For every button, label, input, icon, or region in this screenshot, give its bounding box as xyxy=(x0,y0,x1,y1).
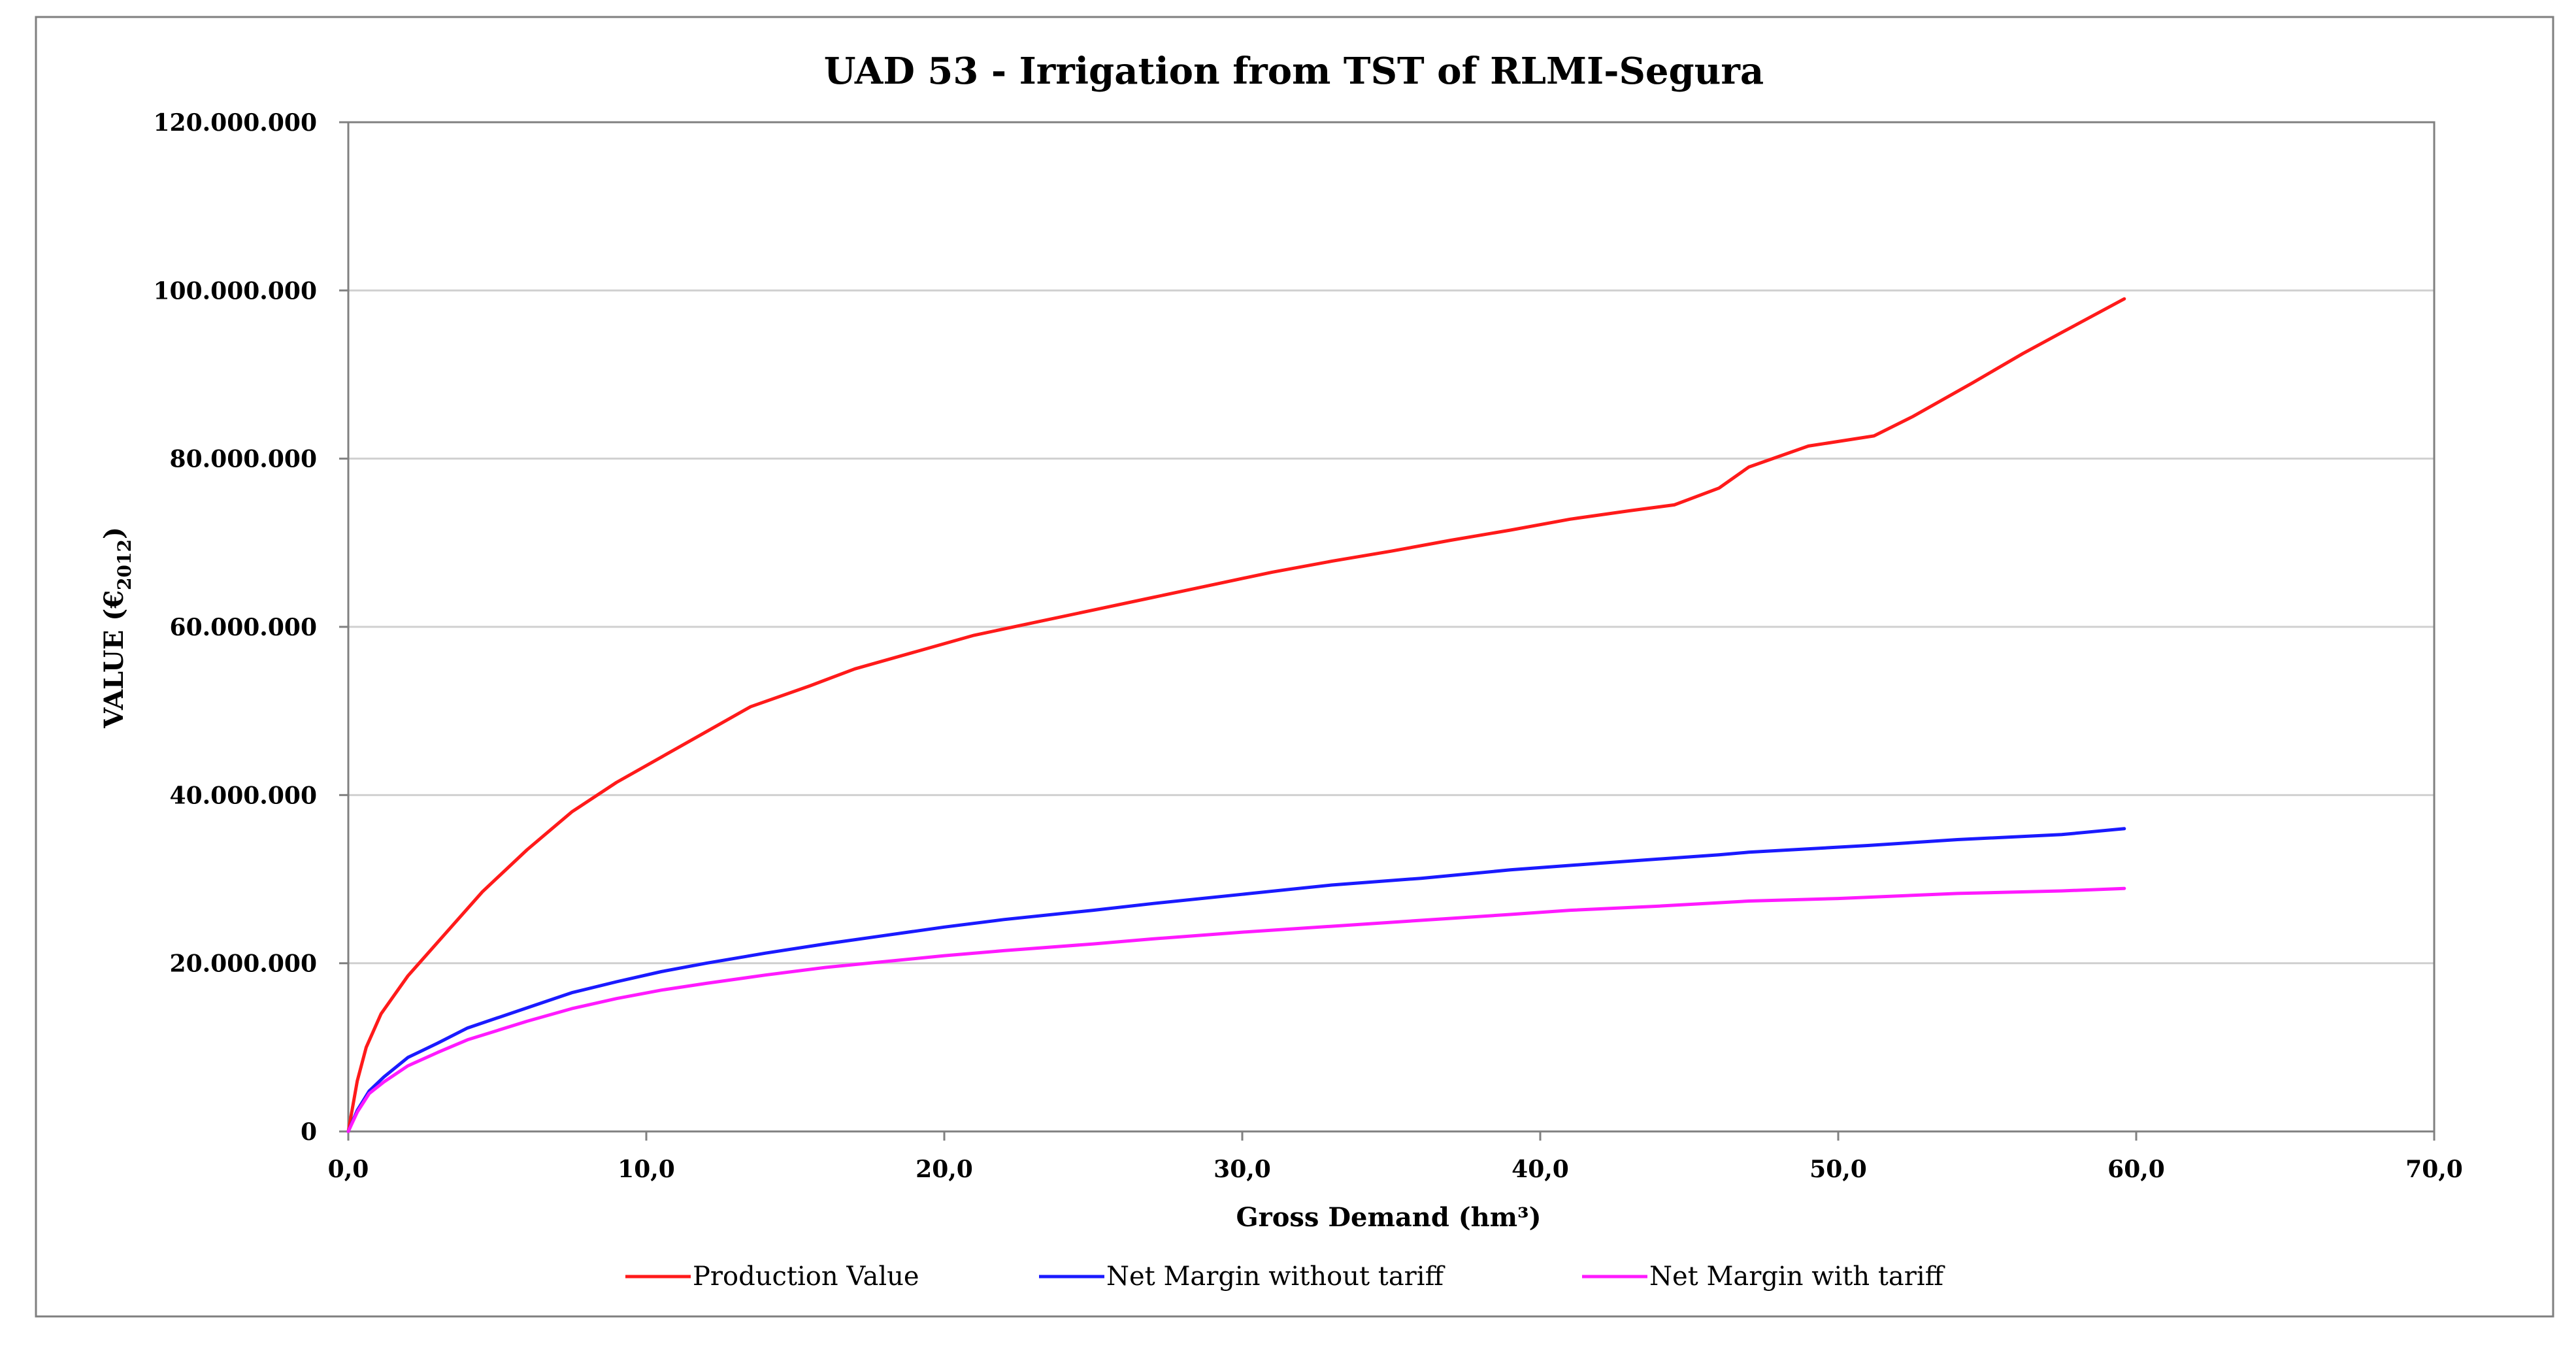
y-tick-label: 80.000.000 xyxy=(170,446,317,473)
y-tick-label: 20.000.000 xyxy=(170,950,317,978)
x-tick-label: 40,0 xyxy=(1511,1156,1569,1183)
y-tick-label: 0 xyxy=(301,1118,317,1146)
y-axis-title-close: ) xyxy=(99,527,129,539)
series-line-1 xyxy=(346,297,2126,1133)
x-tick-label: 70,0 xyxy=(2405,1156,2463,1183)
series xyxy=(346,297,2126,1133)
y-tick-label: 120.000.000 xyxy=(153,109,317,137)
series-line-2 xyxy=(346,827,2126,1133)
x-tick-label: 50,0 xyxy=(1809,1156,1867,1183)
chart-title: UAD 53 - Irrigation from TST of RLMI-Seg… xyxy=(824,50,1764,93)
x-axis-title: Gross Demand (hm³) xyxy=(1236,1202,1541,1233)
legend-label-2: Net Margin without tariff xyxy=(1106,1262,1445,1292)
legend-label-1: Production Value xyxy=(693,1262,919,1292)
x-tick-label: 0,0 xyxy=(328,1156,369,1183)
y-axis-title-main: VALUE (€ xyxy=(99,590,129,729)
series-line-3 xyxy=(346,886,2126,1133)
x-tick-label: 20,0 xyxy=(916,1156,973,1183)
axes: 0,0 10,0 20,0 30,0 40,0 50,0 60,0 70,0 0 20.000.0… xyxy=(153,109,2462,1183)
x-tick-label: 30,0 xyxy=(1214,1156,1271,1183)
x-tick-label: 10,0 xyxy=(618,1156,675,1183)
y-axis-title: VALUE (€2012) xyxy=(99,527,135,729)
x-tick-label: 60,0 xyxy=(2107,1156,2165,1183)
y-tick-label: 60.000.000 xyxy=(170,614,317,641)
chart-frame xyxy=(35,16,2554,1318)
legend-label-3: Net Margin with tariff xyxy=(1649,1262,1945,1292)
legend: Production Value Net Margin without tarif… xyxy=(625,1262,1945,1292)
grid xyxy=(348,289,2434,965)
y-tick-label: 40.000.000 xyxy=(170,782,317,809)
y-tick-label: 100.000.000 xyxy=(153,277,317,305)
y-axis-title-sub: 2012 xyxy=(114,539,135,590)
